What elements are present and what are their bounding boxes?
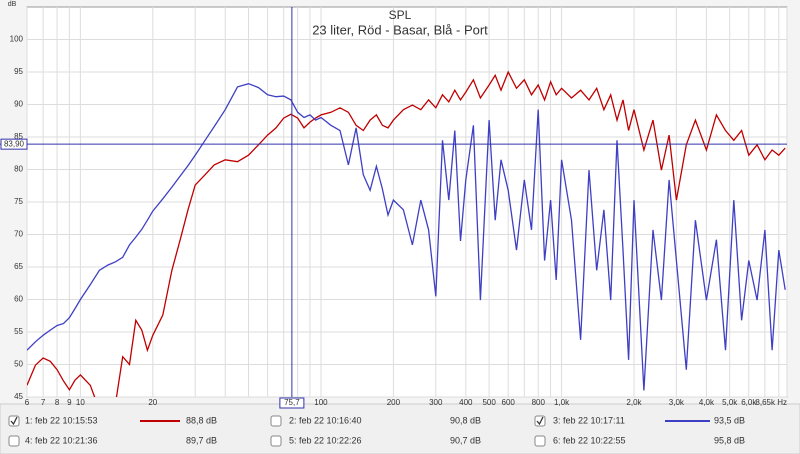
x-tick-label: 8 <box>55 398 60 407</box>
x-tick-label: 500 <box>482 398 496 407</box>
legend-checkbox[interactable] <box>8 435 20 447</box>
cursor-y-box <box>0 138 28 150</box>
y-tick-label: 50 <box>14 360 23 369</box>
y-tick-label: 100 <box>10 35 24 44</box>
legend-panel <box>0 403 800 454</box>
y-tick-label: 75 <box>14 197 23 206</box>
x-tick-label: 10 <box>76 398 85 407</box>
legend-value: 95,8 dB <box>714 435 745 445</box>
x-tick-label: 5,0k <box>722 398 738 407</box>
grid: 45 50 55 60 65 70 75 80 85 90 95 100 6 7 8 9 10 20 100 200 3… <box>10 7 788 407</box>
y-tick-label: 80 <box>14 165 23 174</box>
legend-name: 2: feb 22 10:16:40 <box>289 415 362 425</box>
legend-value: 88,8 dB <box>186 415 217 425</box>
y-tick-label: 85 <box>14 132 23 141</box>
x-tick-label: 8,65k Hz <box>755 398 787 407</box>
series-line <box>27 70 786 397</box>
legend-checkbox[interactable] <box>534 415 546 427</box>
y-tick-label: 65 <box>14 262 23 271</box>
x-tick-label: 6,0k <box>741 398 757 407</box>
y-tick-label: 95 <box>14 67 23 76</box>
x-tick-label: 6 <box>25 398 30 407</box>
cursor-x-label: 75,7 <box>284 398 300 407</box>
legend-name: 4: feb 22 10:21:36 <box>25 435 98 445</box>
x-tick-label: 400 <box>459 398 473 407</box>
x-tick-label: 300 <box>429 398 443 407</box>
x-tick-label: 600 <box>502 398 516 407</box>
x-tick-label: 2,0k <box>626 398 642 407</box>
legend-value: 89,7 dB <box>186 435 217 445</box>
cursor-y-label: 83,90 <box>4 139 25 148</box>
cursor-x-box <box>279 397 305 409</box>
y-unit: dB <box>8 1 17 8</box>
legend-check <box>536 416 544 426</box>
legend-value: 90,7 dB <box>450 435 481 445</box>
legend-checkbox[interactable] <box>534 435 546 447</box>
x-tick-label: 20 <box>148 398 157 407</box>
y-tick-label: 70 <box>14 230 23 239</box>
chart-title: SPL <box>389 8 412 22</box>
y-tick-label: 90 <box>14 100 23 109</box>
x-tick-label: 9 <box>67 398 72 407</box>
legend-name: 6: feb 22 10:22:55 <box>553 435 626 445</box>
legend-checkbox[interactable] <box>270 435 282 447</box>
y-tick-label: 45 <box>14 392 23 401</box>
legend-checkbox[interactable] <box>270 415 282 427</box>
x-tick-label: 3,0k <box>669 398 685 407</box>
series-line <box>27 83 786 391</box>
overlay: 75,7 83,90 1: feb 22 10:15:53 88,8 dB 2: feb… <box>0 7 787 447</box>
x-tick-label: 800 <box>532 398 546 407</box>
y-tick-label: 60 <box>14 295 23 304</box>
legend-value: 93,5 dB <box>714 415 745 425</box>
series-lines <box>27 70 786 397</box>
legend-name: 3: feb 22 10:17:11 <box>553 415 625 425</box>
legend-checkbox[interactable] <box>8 415 20 427</box>
legend-value: 90,8 dB <box>450 415 481 425</box>
chart-subtitle: 23 liter, Röd - Basar, Blå - Port <box>312 22 488 37</box>
legend-name: 1: feb 22 10:15:53 <box>25 415 98 425</box>
legend-name: 5: feb 22 10:22:26 <box>289 435 362 445</box>
x-tick-label: 100 <box>314 398 328 407</box>
legend-check <box>10 416 18 426</box>
y-tick-label: 55 <box>14 327 23 336</box>
x-tick-label: 200 <box>387 398 401 407</box>
x-tick-label: 7 <box>41 398 46 407</box>
x-tick-label: 4,0k <box>699 398 715 407</box>
x-tick-label: 1,0k <box>554 398 570 407</box>
